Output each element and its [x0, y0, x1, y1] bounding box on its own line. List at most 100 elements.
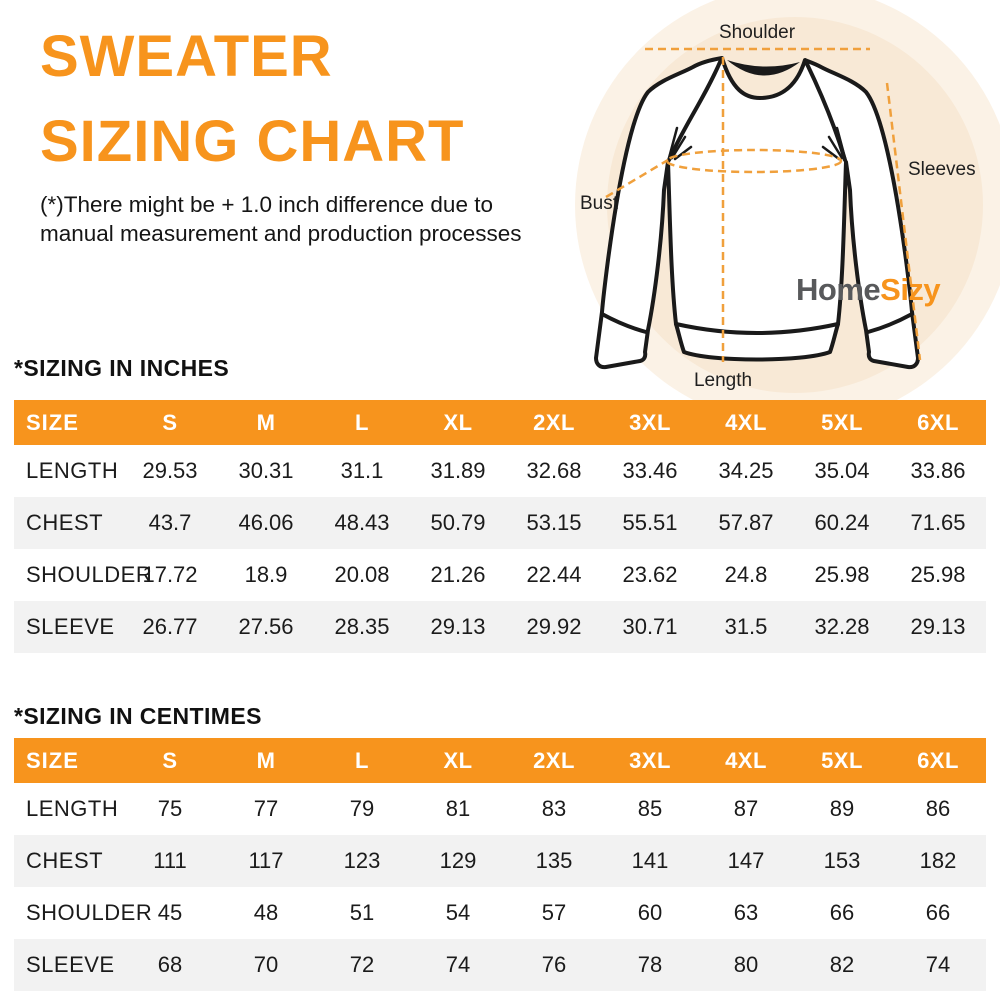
homesizy-logo: HomeSizy: [796, 272, 941, 308]
size-value-cell: 46.06: [238, 510, 294, 535]
size-value-cell: 34.25: [718, 458, 774, 483]
size-value-cell: 147: [727, 848, 765, 873]
size-value-cell: 20.08: [334, 562, 390, 587]
column-header-size: SIZE: [14, 400, 122, 445]
disclaimer-text: (*)There might be + 1.0 inch difference …: [40, 190, 522, 248]
size-value-cell: 83: [541, 796, 567, 821]
column-header-xl: XL: [410, 738, 506, 783]
page-title-line2: SIZING CHART: [40, 109, 465, 174]
logo-home-text: Home: [796, 272, 881, 307]
size-value-cell: 31.89: [430, 458, 486, 483]
column-header-s: S: [122, 400, 218, 445]
size-value-cell: 87: [733, 796, 759, 821]
size-value-cell: 29.92: [526, 614, 582, 639]
row-label: SLEEVE: [26, 614, 115, 639]
section-heading-centimeters: *SIZING IN CENTIMES: [14, 703, 262, 729]
sweater-illustration: [575, 0, 1000, 400]
size-value-cell: 86: [925, 796, 951, 821]
size-value-cell: 57: [541, 900, 567, 925]
size-value-cell: 60.24: [814, 510, 870, 535]
size-value-cell: 74: [925, 952, 951, 977]
column-header-l: L: [314, 400, 410, 445]
size-value-cell: 50.79: [430, 510, 486, 535]
size-value-cell: 48.43: [334, 510, 390, 535]
table-row: LENGTH 75 77 79 81 83 85 87 89 86: [14, 783, 986, 835]
table-row: SHOULDER 45 48 51 54 57 60 63 66 66: [14, 887, 986, 939]
size-value-cell: 27.56: [238, 614, 294, 639]
size-value-cell: 22.44: [526, 562, 582, 587]
size-value-cell: 117: [248, 848, 284, 873]
column-header-s: S: [122, 738, 218, 783]
column-header-6xl: 6XL: [890, 400, 986, 445]
size-value-cell: 53.15: [526, 510, 582, 535]
length-measure-label: Length: [693, 370, 753, 391]
size-value-cell: 30.31: [238, 458, 294, 483]
size-value-cell: 135: [535, 848, 573, 873]
size-value-cell: 72: [349, 952, 375, 977]
size-value-cell: 70: [253, 952, 279, 977]
size-value-cell: 66: [925, 900, 951, 925]
shoulder-measure-label: Shoulder: [718, 22, 796, 43]
row-label: CHEST: [26, 848, 104, 873]
row-label: CHEST: [26, 510, 104, 535]
size-value-cell: 35.04: [814, 458, 870, 483]
column-header-5xl: 5XL: [794, 738, 890, 783]
column-header-6xl: 6XL: [890, 738, 986, 783]
size-value-cell: 68: [157, 952, 183, 977]
disclaimer-line2: manual measurement and production proces…: [40, 221, 522, 246]
size-value-cell: 78: [637, 952, 663, 977]
table-row: CHEST 43.7 46.06 48.43 50.79 53.15 55.51 57.87 6…: [14, 497, 986, 549]
bust-measure-label: Bust: [580, 193, 619, 214]
size-value-cell: 153: [823, 848, 861, 873]
size-value-cell: 76: [541, 952, 567, 977]
size-value-cell: 24.8: [724, 562, 768, 587]
size-value-cell: 33.46: [622, 458, 678, 483]
column-header-2xl: 2XL: [506, 738, 602, 783]
table-row: SLEEVE 26.77 27.56 28.35 29.13 29.92 30.71 31.5…: [14, 601, 986, 653]
column-header-5xl: 5XL: [794, 400, 890, 445]
size-value-cell: 80: [733, 952, 759, 977]
size-value-cell: 66: [829, 900, 855, 925]
size-value-cell: 111: [153, 848, 187, 873]
size-value-cell: 75: [157, 796, 183, 821]
size-value-cell: 60: [637, 900, 663, 925]
size-value-cell: 43.7: [148, 510, 192, 535]
size-value-cell: 82: [829, 952, 855, 977]
column-header-2xl: 2XL: [506, 400, 602, 445]
size-value-cell: 74: [445, 952, 471, 977]
row-label: LENGTH: [26, 796, 119, 821]
size-value-cell: 18.9: [244, 562, 288, 587]
size-value-cell: 30.71: [622, 614, 678, 639]
column-header-m: M: [218, 400, 314, 445]
table-row: CHEST 111 117 123 129 135 141 147 153 182: [14, 835, 986, 887]
size-value-cell: 33.86: [910, 458, 966, 483]
size-value-cell: 81: [445, 796, 471, 821]
column-header-size: SIZE: [14, 738, 122, 783]
column-header-4xl: 4XL: [698, 738, 794, 783]
size-value-cell: 17.72: [142, 562, 198, 587]
size-value-cell: 182: [919, 848, 957, 873]
measurement-lines: [605, 47, 922, 362]
size-value-cell: 23.62: [622, 562, 678, 587]
column-header-xl: XL: [410, 400, 506, 445]
column-header-3xl: 3XL: [602, 400, 698, 445]
size-value-cell: 77: [253, 796, 279, 821]
size-value-cell: 29.13: [910, 614, 966, 639]
column-header-l: L: [314, 738, 410, 783]
size-value-cell: 25.98: [910, 562, 966, 587]
size-value-cell: 55.51: [622, 510, 678, 535]
column-header-3xl: 3XL: [602, 738, 698, 783]
centimeters-size-table: SIZE S M L XL 2XL 3XL 4XL 5XL 6XL LENGTH 75 77 79 81 83…: [14, 738, 986, 991]
size-value-cell: 29.13: [430, 614, 486, 639]
row-label: SHOULDER: [26, 900, 153, 925]
column-header-m: M: [218, 738, 314, 783]
size-value-cell: 54: [445, 900, 471, 925]
size-value-cell: 71.65: [910, 510, 966, 535]
table-row: SHOULDER 17.72 18.9 20.08 21.26 22.44 23.62 24.…: [14, 549, 986, 601]
size-value-cell: 29.53: [142, 458, 198, 483]
size-value-cell: 26.77: [142, 614, 198, 639]
column-header-4xl: 4XL: [698, 400, 794, 445]
size-value-cell: 89: [829, 796, 855, 821]
inches-size-table: SIZE S M L XL 2XL 3XL 4XL 5XL 6XL LENGTH 29.53 30.31…: [14, 400, 986, 653]
